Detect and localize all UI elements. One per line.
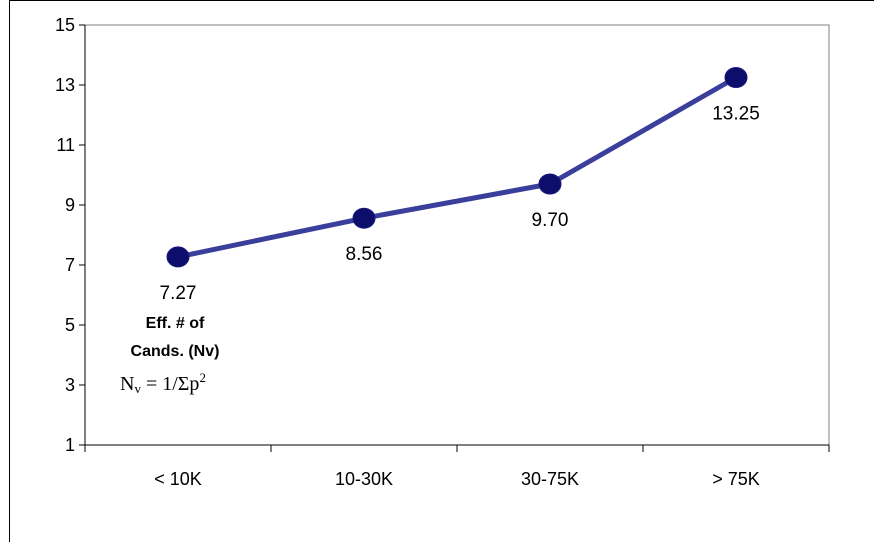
data-point xyxy=(538,173,562,195)
data-label: 7.27 xyxy=(160,283,197,304)
formula-superscript: 2 xyxy=(199,370,206,385)
formula-subscript: v xyxy=(134,381,141,396)
formula-n: N xyxy=(120,373,134,395)
annotation-line-2: Cands. (Nv) xyxy=(131,343,220,360)
series xyxy=(166,67,748,268)
x-axis-ticks: < 10K 10-30K 30-75K > 75K xyxy=(84,445,830,489)
data-point xyxy=(724,67,748,88)
y-tick-label: 3 xyxy=(65,375,75,395)
data-label: 9.70 xyxy=(532,210,569,231)
x-tick-label: < 10K xyxy=(154,469,202,489)
y-tick-label: 1 xyxy=(65,435,75,455)
y-tick-label: 9 xyxy=(65,195,75,215)
y-tick-label: 5 xyxy=(65,315,75,335)
x-tick-label: 30-75K xyxy=(521,469,579,489)
data-point xyxy=(166,246,190,268)
data-labels: 7.27 8.56 9.70 13.25 xyxy=(160,104,760,304)
data-label: 13.25 xyxy=(712,104,760,125)
y-tick-label: 7 xyxy=(65,255,75,275)
annotation-formula: Nv = 1/Σp2 xyxy=(120,370,206,396)
annotation-line-1: Eff. # of xyxy=(146,315,205,332)
series-line xyxy=(177,75,738,260)
y-tick-label: 13 xyxy=(55,75,75,95)
x-tick-label: 10-30K xyxy=(335,469,393,489)
formula-middle: = 1/Σp xyxy=(141,373,199,395)
data-label: 8.56 xyxy=(346,244,383,265)
chart-frame xyxy=(9,0,874,542)
data-point xyxy=(352,207,376,229)
x-tick-label: > 75K xyxy=(712,469,760,489)
y-tick-label: 15 xyxy=(55,15,75,35)
y-tick-label: 11 xyxy=(56,135,75,155)
